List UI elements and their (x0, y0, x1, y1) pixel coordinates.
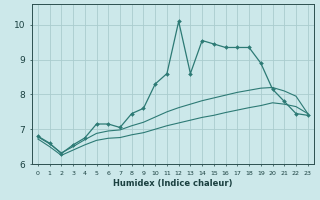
X-axis label: Humidex (Indice chaleur): Humidex (Indice chaleur) (113, 179, 233, 188)
